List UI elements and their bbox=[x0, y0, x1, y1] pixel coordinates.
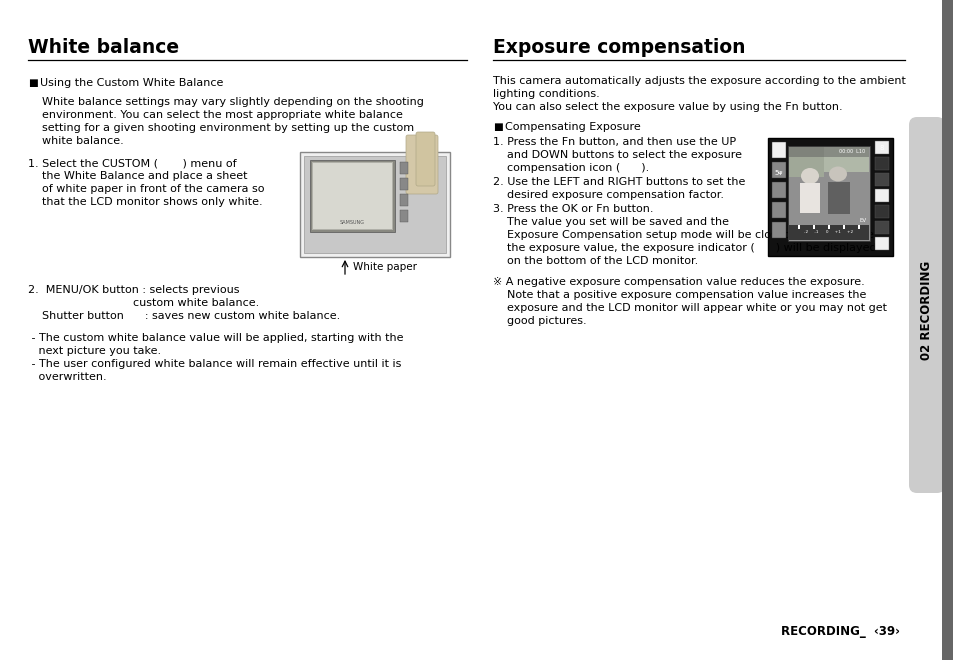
Bar bbox=[313, 163, 392, 229]
Text: 2. Use the LEFT and RIGHT buttons to set the: 2. Use the LEFT and RIGHT buttons to set… bbox=[493, 177, 744, 187]
Text: overwritten.: overwritten. bbox=[28, 372, 107, 382]
Bar bbox=[312, 162, 393, 230]
Bar bbox=[304, 156, 446, 253]
Text: good pictures.: good pictures. bbox=[493, 316, 586, 326]
Bar bbox=[787, 146, 869, 241]
Bar bbox=[812, 225, 814, 229]
Bar bbox=[771, 222, 785, 238]
Text: 1. Select the CUSTOM (       ) menu of: 1. Select the CUSTOM ( ) menu of bbox=[28, 158, 236, 168]
Text: 02 RECORDING: 02 RECORDING bbox=[920, 261, 933, 360]
Bar bbox=[771, 142, 785, 158]
Text: of white paper in front of the camera so: of white paper in front of the camera so bbox=[28, 184, 264, 194]
Text: 2.  MENU/OK button : selects previous: 2. MENU/OK button : selects previous bbox=[28, 285, 239, 295]
Text: compensation icon (      ).: compensation icon ( ). bbox=[493, 163, 649, 173]
Text: Compensating Exposure: Compensating Exposure bbox=[504, 122, 640, 132]
Text: - The custom white balance value will be applied, starting with the: - The custom white balance value will be… bbox=[28, 333, 403, 343]
Text: EV: EV bbox=[859, 218, 866, 223]
Text: that the LCD monitor shows only white.: that the LCD monitor shows only white. bbox=[28, 197, 262, 207]
FancyBboxPatch shape bbox=[416, 132, 435, 186]
Text: Exposure Compensation setup mode will be closed. If you change: Exposure Compensation setup mode will be… bbox=[493, 230, 873, 240]
Text: - The user configured white balance will remain effective until it is: - The user configured white balance will… bbox=[28, 359, 401, 369]
Text: white balance.: white balance. bbox=[42, 136, 124, 146]
Text: White balance settings may vary slightly depending on the shooting: White balance settings may vary slightly… bbox=[42, 97, 423, 107]
Text: ※ A negative exposure compensation value reduces the exposure.: ※ A negative exposure compensation value… bbox=[493, 277, 863, 287]
Text: Using the Custom White Balance: Using the Custom White Balance bbox=[40, 78, 223, 88]
Bar bbox=[842, 225, 844, 229]
Bar bbox=[399, 178, 408, 190]
Text: environment. You can select the most appropriate white balance: environment. You can select the most app… bbox=[42, 110, 402, 120]
Bar bbox=[767, 138, 892, 256]
Bar bbox=[827, 182, 849, 214]
Text: next picture you take.: next picture you take. bbox=[28, 346, 161, 356]
Bar bbox=[874, 173, 888, 186]
Text: Shutter button      : saves new custom white balance.: Shutter button : saves new custom white … bbox=[28, 311, 340, 321]
Bar bbox=[874, 205, 888, 218]
Bar bbox=[827, 225, 829, 229]
Bar bbox=[771, 202, 785, 218]
Bar bbox=[874, 237, 888, 250]
Bar bbox=[771, 182, 785, 198]
Text: custom white balance.: custom white balance. bbox=[28, 298, 259, 308]
Text: ■: ■ bbox=[493, 122, 502, 132]
Bar bbox=[874, 189, 888, 202]
Text: SAMSUNG: SAMSUNG bbox=[339, 220, 364, 225]
Text: -2     -1      0     +1     +2: -2 -1 0 +1 +2 bbox=[803, 230, 853, 234]
Bar bbox=[299, 152, 450, 257]
Text: exposure and the LCD monitor will appear white or you may not get: exposure and the LCD monitor will appear… bbox=[493, 303, 886, 313]
Bar bbox=[788, 147, 868, 157]
Bar bbox=[399, 194, 408, 206]
Bar bbox=[857, 225, 859, 229]
Ellipse shape bbox=[801, 168, 818, 184]
Bar bbox=[399, 162, 408, 174]
Text: 3. Press the OK or Fn button.: 3. Press the OK or Fn button. bbox=[493, 204, 653, 214]
FancyBboxPatch shape bbox=[908, 117, 944, 493]
Text: desired exposure compensation factor.: desired exposure compensation factor. bbox=[493, 190, 723, 200]
Bar bbox=[797, 225, 800, 229]
Text: The value you set will be saved and the: The value you set will be saved and the bbox=[493, 217, 728, 227]
Text: and DOWN buttons to select the exposure: and DOWN buttons to select the exposure bbox=[493, 150, 741, 160]
Bar bbox=[800, 183, 820, 213]
Text: 5ᴪ: 5ᴪ bbox=[774, 170, 782, 176]
FancyBboxPatch shape bbox=[406, 135, 437, 194]
Bar bbox=[874, 221, 888, 234]
Text: White paper: White paper bbox=[353, 262, 416, 272]
Text: the White Balance and place a sheet: the White Balance and place a sheet bbox=[28, 171, 247, 181]
Text: Note that a positive exposure compensation value increases the: Note that a positive exposure compensati… bbox=[493, 290, 865, 300]
Text: on the bottom of the LCD monitor.: on the bottom of the LCD monitor. bbox=[493, 256, 698, 266]
Bar bbox=[310, 160, 395, 232]
Text: You can also select the exposure value by using the Fn button.: You can also select the exposure value b… bbox=[493, 102, 841, 112]
Bar bbox=[874, 157, 888, 170]
Text: 8: 8 bbox=[879, 145, 883, 151]
Bar bbox=[788, 147, 823, 177]
Bar bbox=[788, 147, 868, 172]
Text: White balance: White balance bbox=[28, 38, 179, 57]
Text: the exposure value, the exposure indicator (      ) will be displayed: the exposure value, the exposure indicat… bbox=[493, 243, 876, 253]
Bar bbox=[771, 162, 785, 178]
Text: RECORDING_  ‹39›: RECORDING_ ‹39› bbox=[781, 625, 899, 638]
Text: This camera automatically adjusts the exposure according to the ambient: This camera automatically adjusts the ex… bbox=[493, 76, 905, 86]
Text: 00:00  L10: 00:00 L10 bbox=[838, 149, 864, 154]
Ellipse shape bbox=[828, 166, 846, 182]
Text: lighting conditions.: lighting conditions. bbox=[493, 89, 599, 99]
Text: setting for a given shooting environment by setting up the custom: setting for a given shooting environment… bbox=[42, 123, 414, 133]
Text: ■: ■ bbox=[28, 78, 38, 88]
Bar bbox=[874, 141, 888, 154]
Text: Exposure compensation: Exposure compensation bbox=[493, 38, 744, 57]
Bar bbox=[399, 210, 408, 222]
Bar bbox=[788, 225, 868, 240]
Bar bbox=[941, 0, 953, 660]
Text: 1. Press the Fn button, and then use the UP: 1. Press the Fn button, and then use the… bbox=[493, 137, 736, 147]
